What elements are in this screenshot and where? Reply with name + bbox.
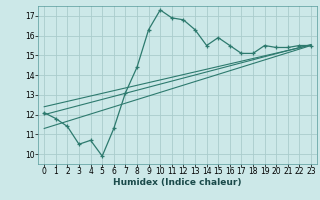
X-axis label: Humidex (Indice chaleur): Humidex (Indice chaleur) bbox=[113, 178, 242, 187]
